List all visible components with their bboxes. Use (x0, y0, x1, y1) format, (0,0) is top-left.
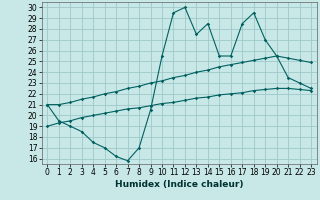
X-axis label: Humidex (Indice chaleur): Humidex (Indice chaleur) (115, 180, 244, 189)
